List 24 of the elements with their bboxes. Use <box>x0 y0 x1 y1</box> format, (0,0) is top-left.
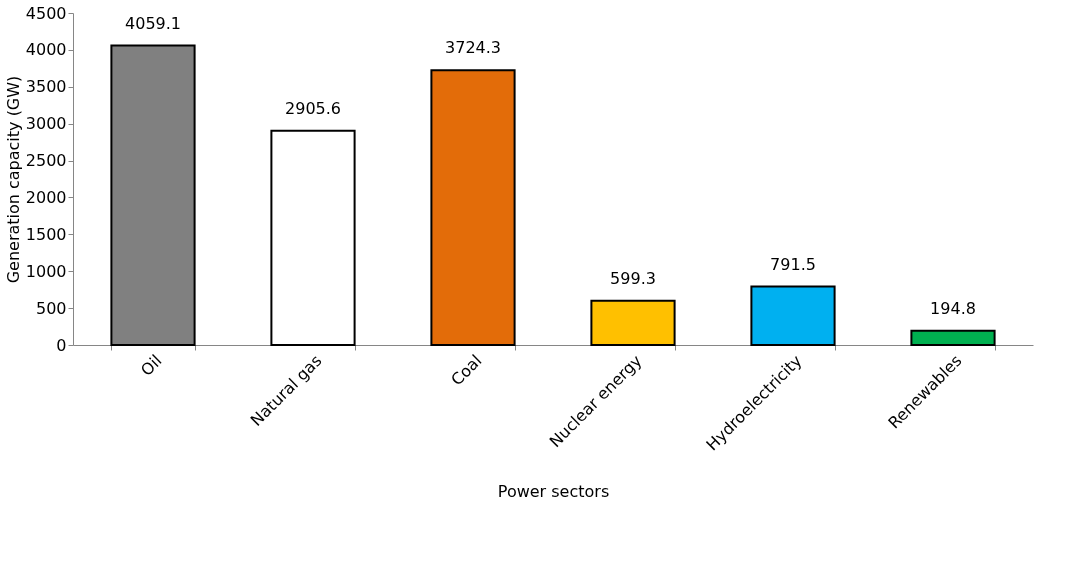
y-tick-label: 2000 <box>25 187 67 207</box>
bar <box>750 285 836 346</box>
x-axis-title: Power sectors <box>497 481 610 501</box>
y-tick-label: 3500 <box>25 77 67 97</box>
data-label: 194.8 <box>930 298 976 318</box>
bar <box>270 129 356 346</box>
x-tick-label: Oil <box>136 351 166 380</box>
y-tick-label: 3000 <box>25 114 67 134</box>
y-tick-label: 4000 <box>25 40 67 60</box>
bar <box>910 329 996 346</box>
y-tick-label: 4500 <box>25 3 67 23</box>
bar <box>590 299 676 346</box>
data-label: 3724.3 <box>445 38 501 58</box>
y-axis-title: Generation capacity (GW) <box>3 75 23 284</box>
y-tick-label: 500 <box>35 298 67 318</box>
data-label: 599.3 <box>610 268 656 288</box>
y-tick-label: 1000 <box>25 261 67 281</box>
data-label: 791.5 <box>770 254 816 274</box>
y-tick-label: 2500 <box>25 151 67 171</box>
data-label: 2905.6 <box>285 98 341 118</box>
y-tick-label: 0 <box>56 335 67 355</box>
data-label: 4059.1 <box>125 13 181 33</box>
bar <box>430 69 516 346</box>
y-tick-label: 1500 <box>25 224 67 244</box>
